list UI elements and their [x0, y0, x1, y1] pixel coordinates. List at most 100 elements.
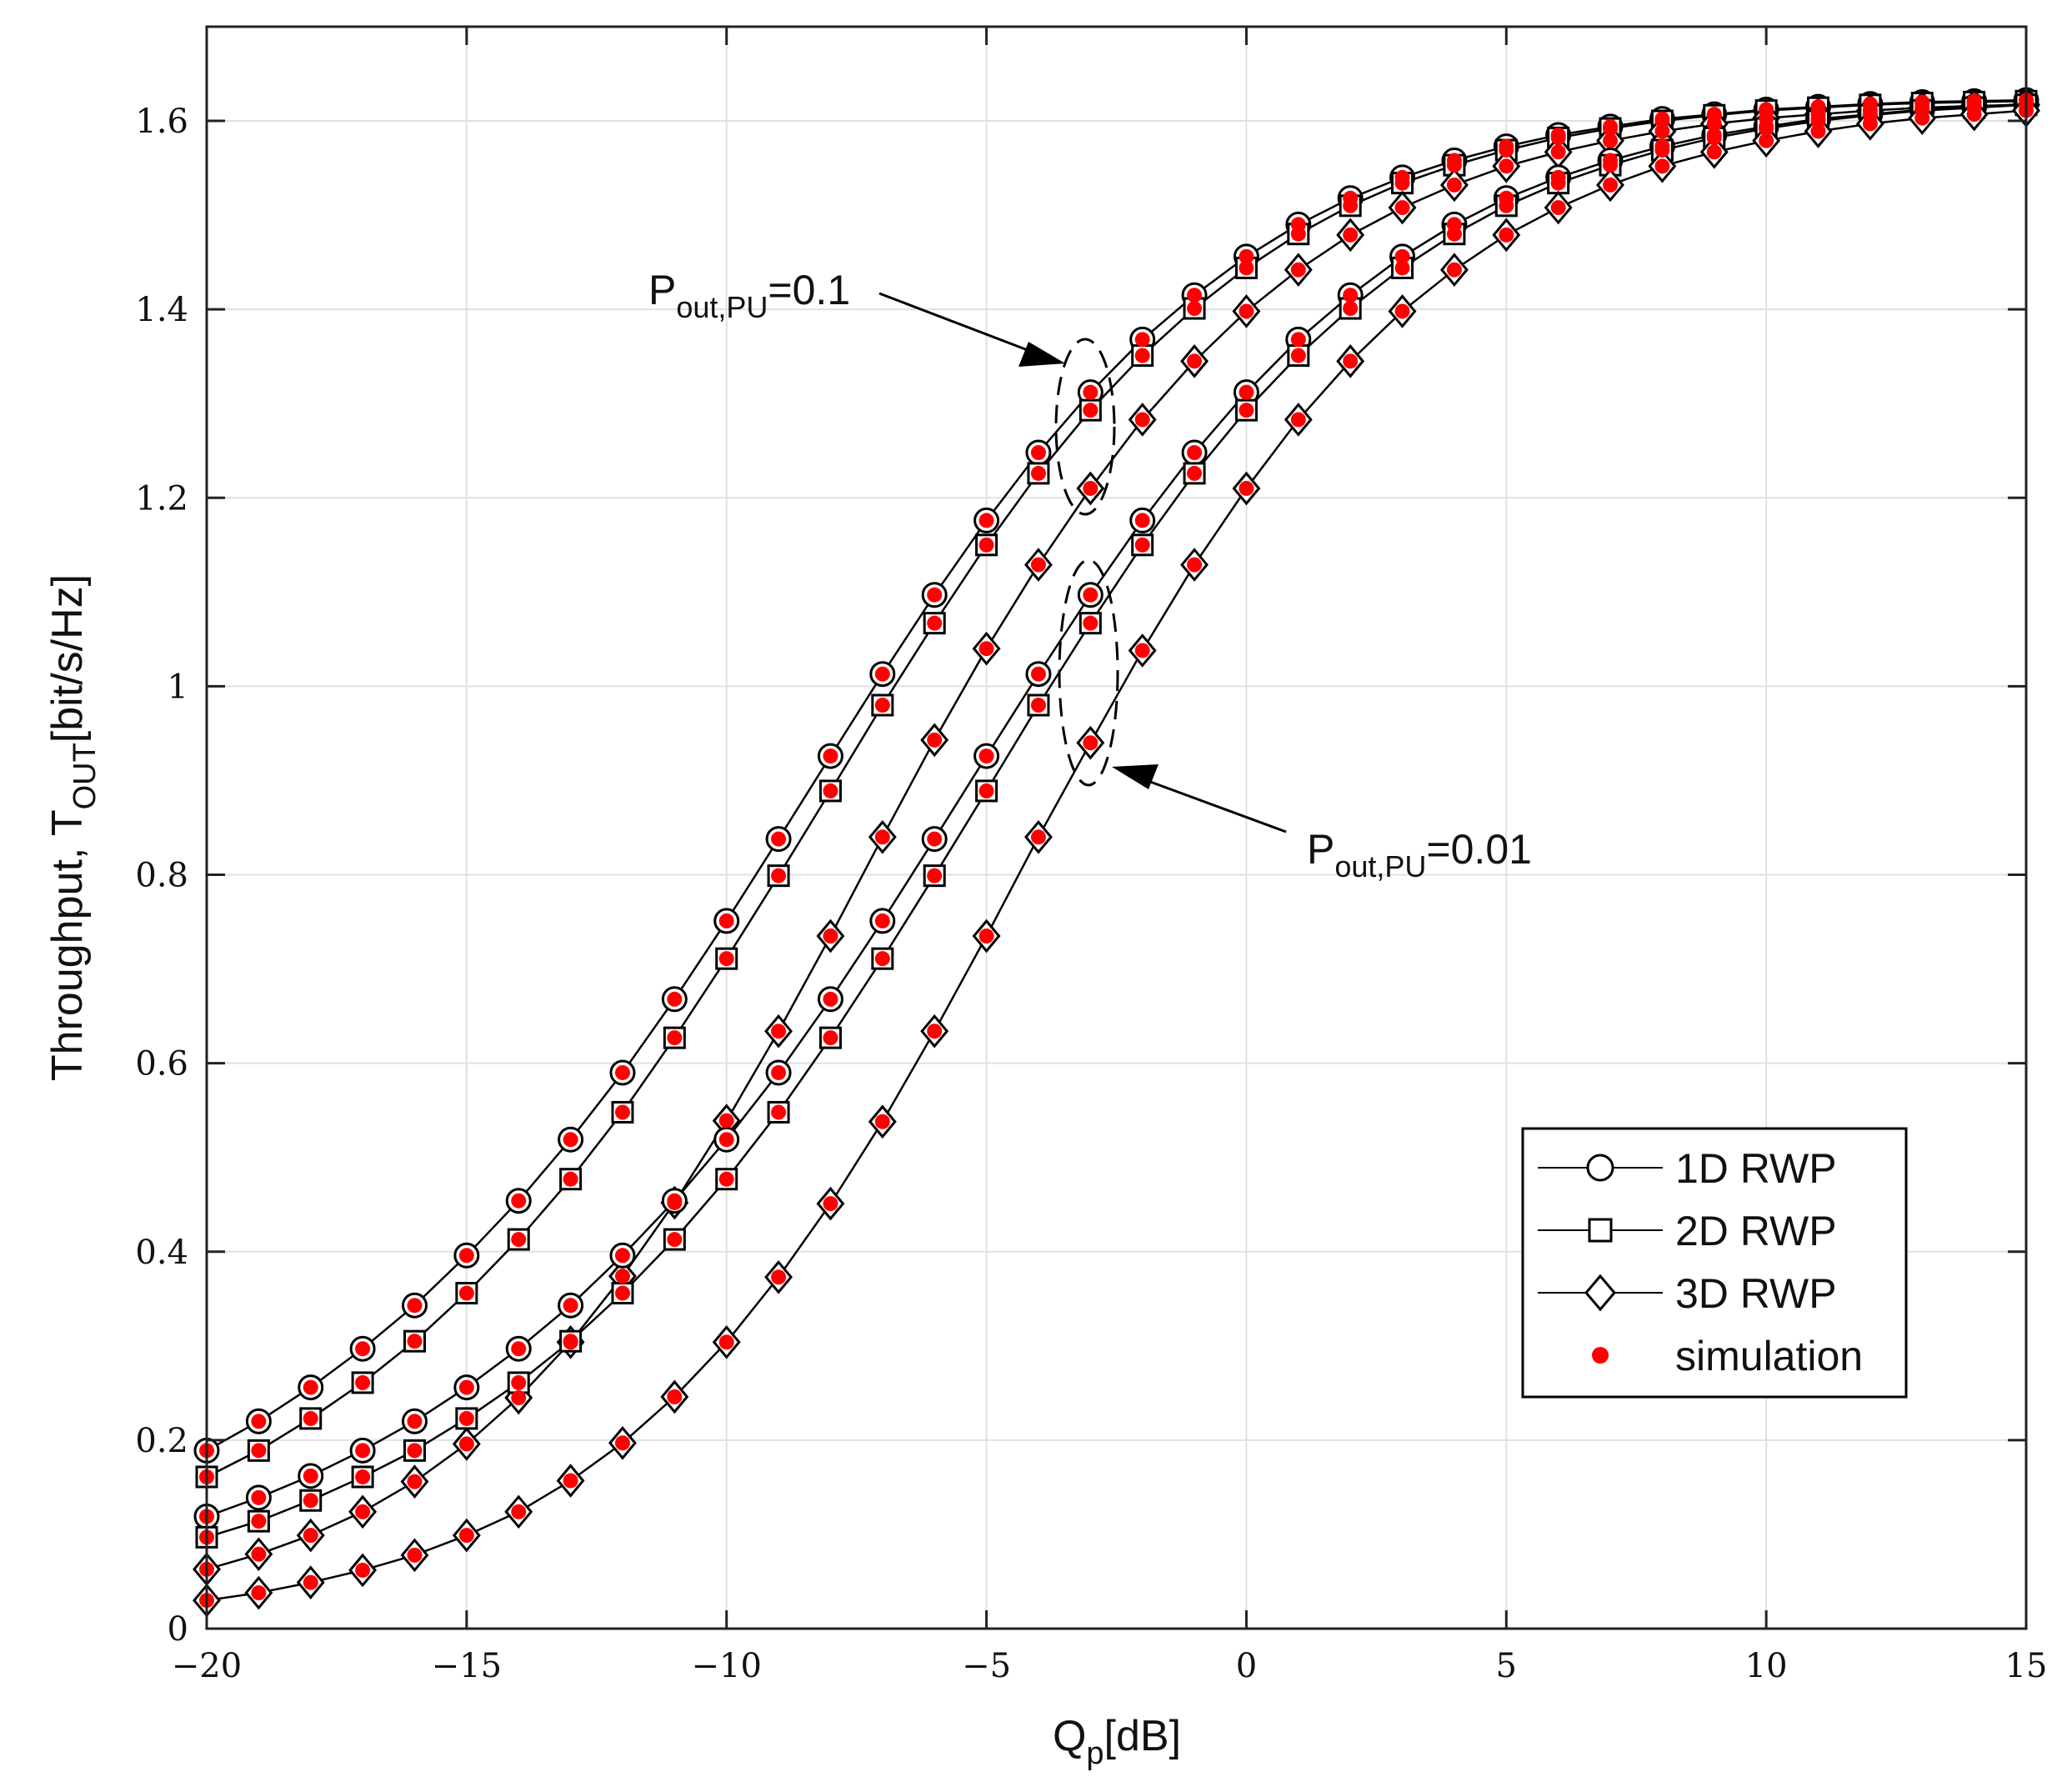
simulation-dot — [355, 1443, 371, 1459]
simulation-dot — [1654, 158, 1670, 174]
y-tick-label: 0.8 — [135, 857, 188, 895]
simulation-dot — [355, 1374, 371, 1390]
simulation-dot — [1083, 384, 1099, 400]
simulation-dot — [303, 1410, 318, 1426]
lower-annotation-arrow — [1143, 778, 1287, 833]
simulation-dot — [614, 1285, 630, 1301]
simulation-dot — [1499, 227, 1514, 243]
simulation-dot — [1862, 116, 1878, 132]
simulation-dot — [1446, 262, 1462, 278]
simulation-dot — [823, 1030, 838, 1046]
plot-area-frame — [205, 25, 2028, 1630]
simulation-dot — [1030, 445, 1046, 461]
simulation-dot — [771, 1024, 787, 1039]
simulation-dot — [458, 1285, 474, 1301]
simulation-dot — [1394, 200, 1410, 216]
simulation-dot — [355, 1341, 371, 1357]
simulation-dot — [771, 1064, 787, 1080]
simulation-dot — [1759, 133, 1774, 148]
simulation-dot — [978, 929, 994, 944]
x-axis-title-suffix: [dB] — [1104, 1712, 1182, 1760]
simulation-dot — [1603, 133, 1619, 148]
simulation-dot — [511, 1193, 527, 1209]
y-tick-label: 1 — [168, 668, 188, 706]
simulation-dot — [771, 1269, 787, 1285]
lower-annotation-sub: out,PU — [1334, 849, 1426, 883]
legend-square-icon — [1588, 1218, 1613, 1243]
annotation-group: Pout,PU=0.1 Pout,PU=0.01 — [648, 267, 1532, 883]
simulation-dot — [303, 1528, 318, 1544]
simulation-dot — [1290, 262, 1306, 278]
y-tick-label: 1.4 — [135, 291, 188, 329]
simulation-dot — [874, 829, 890, 845]
simulation-dot — [978, 748, 994, 764]
y-axis-title: Throughput, TOUT[bit/s/Hz] — [43, 574, 103, 1081]
simulation-dot — [303, 1379, 318, 1395]
upper-annotation-label: Pout,PU=0.1 — [648, 267, 850, 324]
simulation-dot — [718, 913, 734, 929]
simulation-dot — [407, 1414, 423, 1429]
upper-annotation-main: P — [648, 267, 676, 313]
simulation-dot — [978, 537, 994, 553]
x-tick-label: 15 — [2005, 1647, 2048, 1685]
x-tick-label: 0 — [1236, 1647, 1257, 1685]
x-tick-label: 10 — [1745, 1647, 1788, 1685]
simulation-dot — [355, 1504, 371, 1519]
simulation-dot — [458, 1248, 474, 1264]
simulation-dot — [355, 1469, 371, 1484]
simulation-dot — [407, 1298, 423, 1314]
simulation-dot — [303, 1574, 318, 1590]
simulation-dot — [1134, 513, 1150, 528]
lower-annotation-main: P — [1307, 826, 1334, 873]
y-tick-label: 0.2 — [135, 1422, 188, 1460]
y-tick-label: 0 — [168, 1610, 188, 1649]
simulation-dot — [1134, 348, 1150, 363]
x-tick-labels: −20 −15 −10 −5 0 5 10 15 — [172, 1647, 2048, 1685]
simulation-dot — [1706, 144, 1722, 160]
simulation-dot — [1030, 465, 1046, 481]
legend-label-3d: 3D RWP — [1675, 1270, 1837, 1317]
simulation-dot — [823, 748, 838, 764]
simulation-dot — [874, 698, 890, 713]
simulation-dot — [614, 1064, 630, 1080]
simulation-dot — [1134, 643, 1150, 658]
x-tick-label: −15 — [432, 1647, 502, 1685]
simulation-dot — [874, 913, 890, 929]
upper-annotation-sub: out,PU — [676, 290, 768, 324]
simulation-dot — [251, 1489, 267, 1505]
simulation-dot — [1394, 303, 1410, 319]
simulation-dot — [1187, 288, 1203, 303]
x-tick-label: −20 — [172, 1647, 242, 1685]
simulation-dot — [1394, 248, 1410, 264]
upper-annotation-ellipse — [1054, 338, 1116, 516]
simulation-dot — [1654, 123, 1670, 139]
simulation-dot — [407, 1474, 423, 1489]
legend-diamond-icon — [1584, 1274, 1616, 1312]
simulation-dot — [511, 1504, 527, 1519]
simulation-dot — [1394, 175, 1410, 191]
simulation-dot — [1603, 158, 1619, 173]
simulation-dot — [614, 1248, 630, 1264]
simulation-dot — [667, 1030, 683, 1046]
simulation-dot — [718, 1132, 734, 1148]
simulation-dot — [1134, 537, 1150, 553]
x-axis-title-sub: p — [1086, 1736, 1104, 1771]
y-tick-label: 1.6 — [135, 103, 188, 141]
simulation-dot — [927, 587, 943, 603]
simulation-dot — [874, 951, 890, 967]
simulation-dot — [251, 1443, 267, 1459]
simulation-dot — [407, 1547, 423, 1563]
simulation-dot — [718, 951, 734, 967]
simulation-dot — [927, 868, 943, 883]
simulation-dot — [1550, 130, 1566, 146]
simulation-dot — [1446, 177, 1462, 193]
simulation-dot — [1187, 301, 1203, 317]
lower-annotation-suffix: =0.01 — [1426, 826, 1532, 873]
simulation-dot — [874, 666, 890, 682]
simulation-dot — [1810, 113, 1826, 129]
simulation-dot — [407, 1443, 423, 1459]
x-axis-title-main: Q — [1053, 1712, 1086, 1760]
simulation-dot — [1654, 143, 1670, 158]
y-axis-title-suffix: [bit/s/Hz] — [43, 574, 92, 743]
simulation-dot — [458, 1528, 474, 1544]
